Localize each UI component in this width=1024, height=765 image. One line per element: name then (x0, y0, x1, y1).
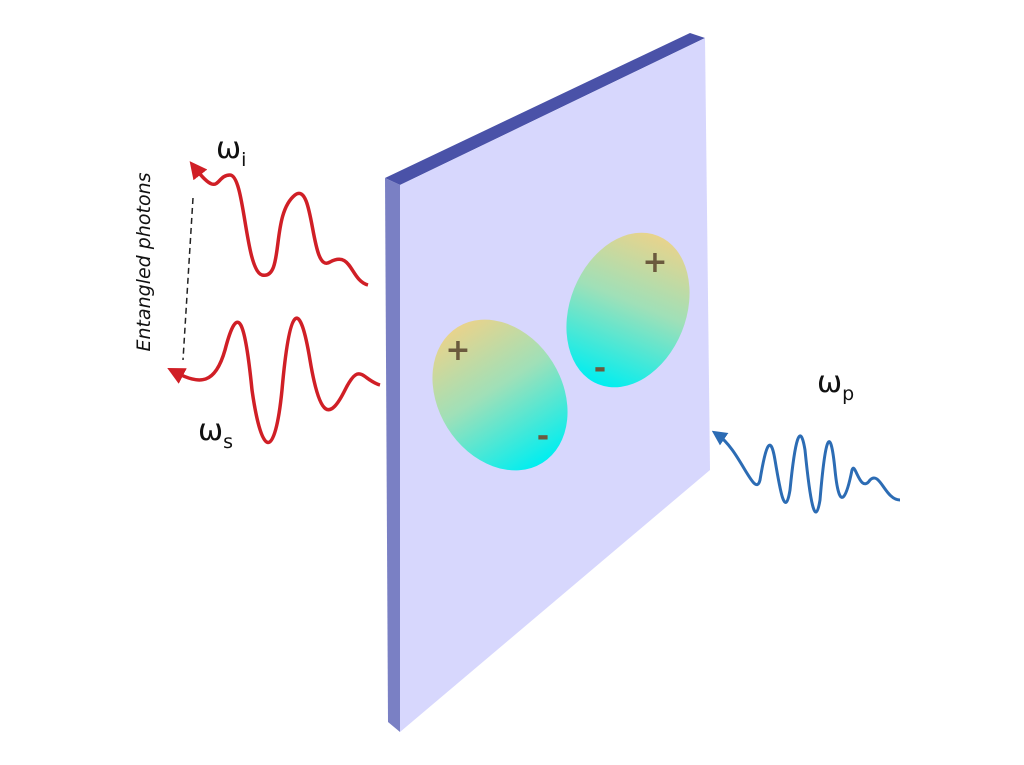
idler-wave (189, 161, 369, 287)
signal-wave (167, 316, 381, 444)
idler-label: ωi (216, 131, 246, 171)
plate-side (385, 178, 400, 732)
charge-minus: - (594, 351, 606, 386)
entangle-link (182, 197, 194, 361)
entangled-label: Entangled photons (133, 172, 155, 351)
signal-label: ωs (198, 413, 233, 453)
plate-top (385, 33, 705, 185)
charge-minus: - (537, 419, 549, 454)
charge-plus: + (445, 333, 470, 368)
dipole (566, 232, 690, 388)
pump-wave (711, 430, 901, 514)
charge-plus: + (642, 245, 667, 280)
pump-label: ωp (817, 365, 854, 405)
dipole (432, 319, 568, 471)
